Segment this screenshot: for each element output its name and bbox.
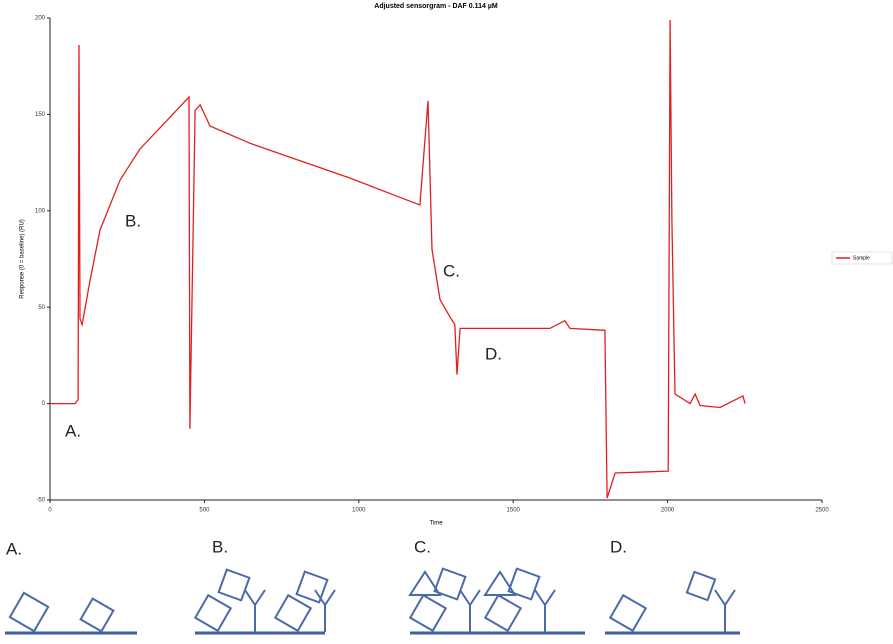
annotation: A. bbox=[65, 421, 81, 440]
series-line bbox=[50, 20, 745, 498]
annotation: D. bbox=[485, 344, 502, 363]
panel-label: B. bbox=[212, 537, 228, 556]
chart-title: Adjusted sensorgram - DAF 0.114 µM bbox=[374, 3, 498, 10]
panel-label: C. bbox=[414, 537, 431, 556]
x-tick-label: 1500 bbox=[507, 508, 521, 514]
chart: Adjusted sensorgram - DAF 0.114 µM Time … bbox=[0, 0, 893, 639]
y-tick-label: 150 bbox=[35, 112, 46, 118]
y-tick-label: 50 bbox=[38, 305, 45, 311]
x-tick-label: 1000 bbox=[352, 508, 366, 514]
y-tick-label: 100 bbox=[35, 208, 46, 214]
y-tick-label: 200 bbox=[35, 16, 46, 22]
panel-label: D. bbox=[610, 537, 627, 556]
legend-label: Sample bbox=[853, 255, 870, 261]
y-tick-label: -50 bbox=[36, 498, 45, 504]
diagram bbox=[5, 569, 740, 633]
panel-label: A. bbox=[6, 539, 22, 558]
x-tick-label: 500 bbox=[199, 508, 210, 514]
x-tick-label: 2000 bbox=[661, 508, 675, 514]
x-tick-label: 2500 bbox=[815, 508, 829, 514]
annotation: B. bbox=[125, 211, 141, 230]
y-tick-label: 0 bbox=[42, 401, 46, 407]
x-tick-label: 0 bbox=[48, 508, 52, 514]
y-axis-label: Response (0 = baseline) (RU) bbox=[20, 219, 26, 299]
x-axis-label: Time bbox=[429, 521, 443, 527]
annotation: C. bbox=[443, 261, 460, 280]
